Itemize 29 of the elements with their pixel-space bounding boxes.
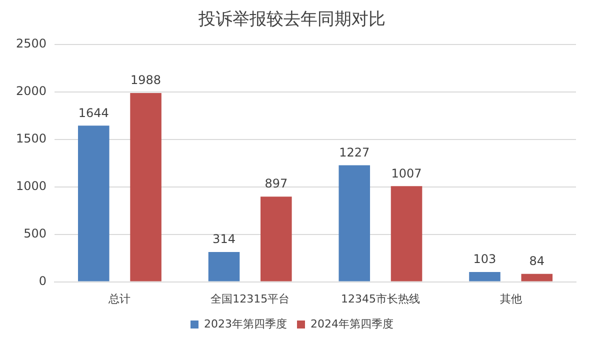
bar bbox=[469, 272, 500, 282]
bar bbox=[130, 93, 162, 282]
bar bbox=[260, 196, 292, 282]
y-tick-label: 2500 bbox=[16, 36, 47, 51]
data-label: 1644 bbox=[78, 106, 109, 120]
y-tick-label: 2000 bbox=[16, 84, 47, 98]
x-tick-label: 12345市长热线 bbox=[340, 292, 420, 306]
data-label: 1988 bbox=[130, 73, 162, 88]
y-tick-label: 1000 bbox=[16, 178, 47, 193]
bar bbox=[390, 186, 422, 282]
legend-label: 2023年第四季度 bbox=[204, 317, 288, 330]
x-tick-label: 其他 bbox=[500, 292, 522, 306]
data-label: 84 bbox=[529, 254, 545, 268]
legend-label: 2024年第四季度 bbox=[310, 317, 394, 330]
data-label: 103 bbox=[473, 252, 496, 266]
bar bbox=[208, 252, 240, 282]
data-label: 1007 bbox=[391, 166, 422, 180]
y-tick-label: 1500 bbox=[16, 131, 47, 146]
bar bbox=[338, 165, 370, 282]
bar bbox=[521, 274, 553, 282]
bar bbox=[78, 126, 110, 282]
x-tick-label: 全国12315平台 bbox=[210, 292, 290, 306]
data-label: 314 bbox=[212, 232, 236, 246]
x-tick-label: 总计 bbox=[108, 292, 131, 306]
data-label: 1227 bbox=[339, 145, 370, 160]
chart-title: 投诉举报较去年同期对比 bbox=[198, 10, 386, 30]
y-tick-label: 500 bbox=[24, 226, 47, 240]
data-label: 897 bbox=[264, 176, 288, 191]
y-tick-label: 0 bbox=[38, 274, 47, 288]
